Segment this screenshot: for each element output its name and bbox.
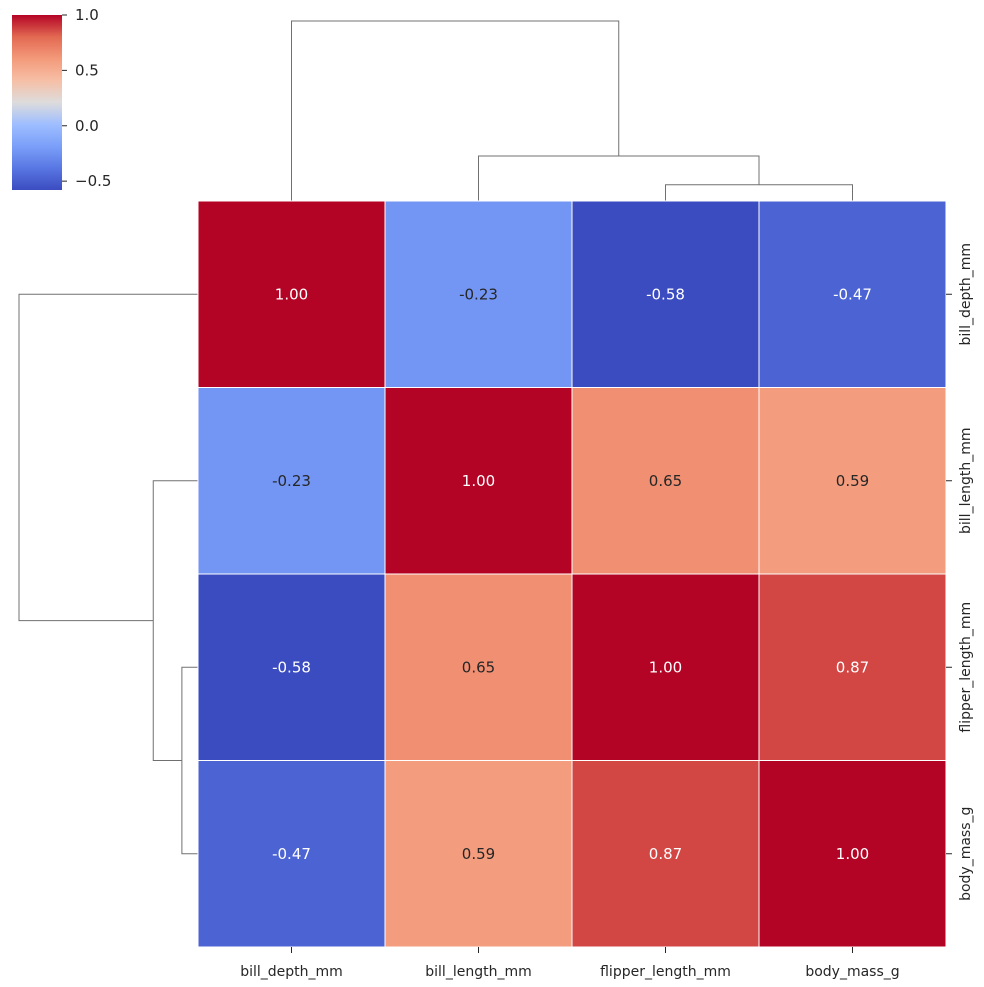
cell-value-label: 0.87 [649,845,682,863]
heatmap-cell [384,387,573,575]
cell-value-label: 1.00 [275,285,308,303]
y-tick-label: body_mass_g [958,807,974,901]
x-tick-label: bill_length_mm [425,964,531,980]
heatmap-cell [197,573,386,761]
x-tick-label: body_mass_g [805,964,899,980]
heatmap-cell [197,200,386,388]
colorbar-tick-label: −0.5 [75,172,111,190]
dendrogram-link [181,666,198,855]
cell-value-label: 0.87 [836,658,869,676]
column-dendrogram [291,20,853,201]
heatmap-cell [384,760,573,948]
heatmap-cell [758,200,947,388]
heatmap-cell [758,760,947,948]
cell-value-label: -0.47 [272,845,311,863]
colorbar-tick-label: 1.0 [75,6,99,24]
cell-value-label: -0.58 [272,658,311,676]
dendrogram-link [478,155,760,201]
dendrogram-link [18,293,198,622]
heatmap-cell [197,387,386,575]
cell-value-label: -0.47 [833,285,872,303]
dendrogram-link [152,480,198,761]
heatmap-cell [571,387,760,575]
row-dendrogram [18,293,198,855]
heatmap-cell [571,573,760,761]
dendrogram-link [665,184,853,201]
colorbar-gradient [12,15,62,190]
cell-value-label: 0.65 [462,658,495,676]
colorbar: 1.0 0.5 0.0 −0.5 [12,6,111,190]
y-tick-label: flipper_length_mm [958,602,974,733]
x-tick-label: bill_depth_mm [240,964,343,980]
x-tick-label: flipper_length_mm [600,964,731,980]
colorbar-tick-label: 0.5 [75,61,99,79]
heatmap-cell [758,573,947,761]
colorbar-tick-label: 0.0 [75,117,99,135]
dendrogram-link [291,20,620,201]
y-tick-labels: bill_depth_mm bill_length_mm flipper_lengt… [946,243,974,901]
cell-value-label: 1.00 [836,845,869,863]
cell-value-label: 1.00 [462,472,495,490]
cell-value-label: -0.58 [646,285,685,303]
cell-value-label: -0.23 [459,285,498,303]
cell-value-label: 1.00 [649,658,682,676]
cell-value-label: 0.59 [836,472,869,490]
cell-value-label: 0.65 [649,472,682,490]
y-tick-label: bill_length_mm [958,428,974,534]
heatmap-cells: 1.00 -0.23 -0.58 -0.47 -0.23 1.00 0.65 0.59 -0.5… [197,200,947,948]
heatmap-cell [571,200,760,388]
cell-value-label: -0.23 [272,472,311,490]
x-tick-labels: bill_depth_mm bill_length_mm flipper_lengt… [240,947,900,980]
cell-value-label: 0.59 [462,845,495,863]
heatmap-cell [384,573,573,761]
y-tick-label: bill_depth_mm [958,243,974,346]
